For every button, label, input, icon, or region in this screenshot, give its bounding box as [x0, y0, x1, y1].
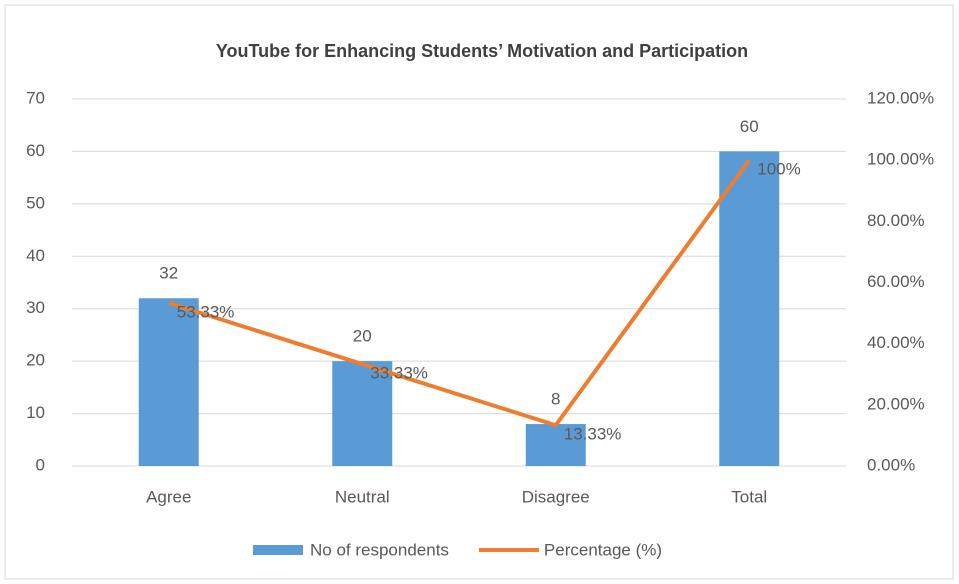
chart-title: YouTube for Enhancing Students’ Motivati…: [216, 41, 748, 61]
bar: [332, 361, 393, 466]
legend-label: Percentage (%): [544, 540, 662, 559]
y-tick-label: 0: [36, 455, 45, 474]
data-label: 32: [159, 264, 178, 283]
data-label: 8: [551, 390, 560, 409]
y2-tick-label: 80.00%: [867, 211, 925, 230]
y-tick-label: 30: [26, 298, 45, 317]
legend-label: No of respondents: [310, 540, 449, 559]
data-label: 13.33%: [564, 425, 622, 444]
chart-frame: [4, 4, 954, 580]
data-label: 53.33%: [177, 302, 235, 321]
data-label: 60: [740, 117, 759, 136]
y2-tick-label: 0.00%: [867, 455, 915, 474]
bar: [719, 151, 780, 466]
legend-swatch: [253, 545, 303, 555]
y2-tick-label: 120.00%: [867, 88, 934, 107]
y2-tick-label: 100.00%: [867, 150, 934, 169]
y-tick-label: 20: [26, 351, 45, 370]
line: [168, 158, 751, 428]
y2-tick-label: 60.00%: [867, 272, 925, 291]
y-tick-label: 10: [26, 403, 45, 422]
x-tick-label: Total: [731, 487, 767, 506]
y-tick-label: 60: [26, 141, 45, 160]
data-label: 33.33%: [370, 364, 428, 383]
y-tick-label: 40: [26, 246, 45, 265]
x-tick-label: Neutral: [335, 487, 390, 506]
data-label: 20: [353, 327, 372, 346]
bar: [525, 424, 586, 466]
y2-tick-label: 20.00%: [867, 394, 925, 413]
x-tick-label: Agree: [146, 487, 191, 506]
y2-tick-label: 40.00%: [867, 333, 925, 352]
data-label: 100%: [757, 160, 800, 179]
x-tick-label: Disagree: [522, 487, 590, 506]
bar: [138, 298, 199, 466]
y-tick-label: 70: [26, 88, 45, 107]
y-tick-label: 50: [26, 193, 45, 212]
